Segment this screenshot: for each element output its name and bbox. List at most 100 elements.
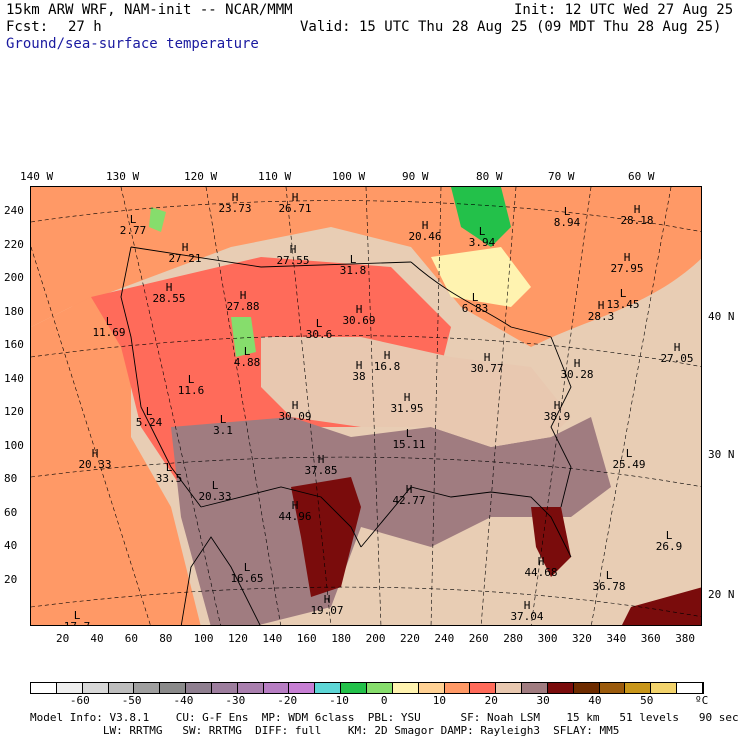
lon-label: 60 W bbox=[628, 170, 655, 183]
marker-letter: H bbox=[554, 399, 561, 412]
hl-marker-h: H38 bbox=[352, 359, 365, 383]
x-grid-label: 80 bbox=[159, 632, 173, 645]
hl-marker-h: H31.95 bbox=[390, 391, 423, 415]
marker-value: 27.95 bbox=[610, 262, 643, 275]
ontario-cool bbox=[431, 247, 531, 307]
marker-letter: L bbox=[606, 569, 613, 582]
y-grid-label: 160 bbox=[4, 338, 24, 351]
marker-value: 44.96 bbox=[278, 510, 311, 523]
hl-marker-l: L33.5 bbox=[156, 461, 183, 485]
y-grid-label: 140 bbox=[4, 371, 24, 385]
hl-marker-h: H27.95 bbox=[610, 251, 643, 275]
hl-marker-l: L8.94 bbox=[554, 205, 581, 229]
x-grid-label: 100 bbox=[193, 632, 214, 645]
marker-letter: L bbox=[212, 479, 219, 492]
color-bar-tick: -30 bbox=[225, 694, 246, 707]
marker-letter: H bbox=[624, 251, 631, 264]
marker-value: 30.28 bbox=[560, 368, 593, 381]
lat-label: 30 N bbox=[708, 448, 735, 461]
marker-value: 20.46 bbox=[408, 230, 441, 243]
central-plains bbox=[261, 337, 571, 447]
marker-letter: L bbox=[666, 529, 673, 542]
marker-value: 3.1 bbox=[213, 424, 233, 437]
marker-value: 37.85 bbox=[304, 464, 337, 477]
y-grid-label: 100 bbox=[4, 438, 24, 452]
marker-letter: L bbox=[220, 413, 227, 426]
x-grid-label: 220 bbox=[400, 632, 420, 645]
field-name: Ground/sea-surface temperature bbox=[6, 36, 259, 52]
color-bar-swatch bbox=[56, 683, 83, 693]
hl-marker-l: L31.8 bbox=[340, 253, 367, 277]
hl-marker-l: L4.88 bbox=[234, 345, 261, 369]
lon-label: 140 W bbox=[20, 170, 54, 183]
x-grid-label: 360 bbox=[640, 632, 661, 645]
lat-label: 40 N bbox=[708, 310, 735, 323]
hl-marker-h: H37.85 bbox=[304, 453, 337, 477]
hl-marker-l: L3.94 bbox=[469, 225, 496, 249]
marker-letter: H bbox=[240, 289, 247, 302]
x-grid-label: 320 bbox=[572, 632, 592, 645]
hl-marker-h: H27.88 bbox=[226, 289, 259, 313]
marker-value: 38.9 bbox=[544, 410, 571, 423]
forecast-hour: 27 h bbox=[68, 19, 102, 35]
color-bar-swatch bbox=[82, 683, 109, 693]
marker-letter: L bbox=[130, 213, 137, 226]
y-grid-label: 40 bbox=[4, 539, 18, 552]
marker-letter: L bbox=[479, 225, 486, 238]
color-bar-tick: -50 bbox=[121, 694, 142, 707]
lon-label: 80 W bbox=[476, 170, 503, 183]
hl-marker-h: H38.9 bbox=[544, 399, 571, 423]
color-bar-swatch bbox=[522, 683, 548, 693]
marker-letter: H bbox=[356, 359, 363, 372]
x-grid-label: 40 bbox=[90, 632, 104, 645]
color-bar-swatch bbox=[599, 683, 626, 693]
marker-value: 30.69 bbox=[342, 314, 375, 327]
lon-label: 120 W bbox=[184, 170, 218, 183]
x-grid-label: 20 bbox=[56, 632, 70, 645]
marker-letter: H bbox=[292, 191, 299, 204]
hl-marker-l: L2.77 bbox=[120, 213, 147, 237]
color-bar-tick: 20 bbox=[484, 694, 498, 707]
color-bar-swatch bbox=[625, 683, 652, 693]
hl-marker-l: L16.65 bbox=[230, 561, 263, 585]
hl-marker-h: H30.28 bbox=[560, 357, 593, 381]
hl-marker-l: L5.24 bbox=[136, 405, 163, 429]
color-bar-swatch bbox=[444, 683, 471, 693]
marker-letter: H bbox=[292, 399, 299, 412]
texas-hot-core bbox=[291, 477, 361, 597]
hl-marker-h: H28.55 bbox=[152, 281, 185, 305]
x-grid-label: 200 bbox=[365, 632, 386, 645]
hl-marker-h: H42.77 bbox=[392, 483, 425, 507]
color-bar-swatch bbox=[160, 683, 187, 693]
x-grid-label: 260 bbox=[468, 632, 489, 645]
color-bar-swatch bbox=[289, 683, 316, 693]
marker-letter: H bbox=[232, 191, 239, 204]
marker-value: 27.88 bbox=[226, 300, 259, 313]
hl-marker-h: H30.69 bbox=[342, 303, 375, 327]
color-bar-swatch bbox=[315, 683, 342, 693]
marker-letter: L bbox=[106, 315, 113, 328]
color-bar-swatch bbox=[496, 683, 523, 693]
hl-marker-h: H20.33 bbox=[78, 447, 111, 471]
hl-marker-l: L30.6 bbox=[306, 317, 333, 341]
marker-value: 19.07 bbox=[310, 604, 343, 617]
marker-letter: L bbox=[564, 205, 571, 218]
color-bar-swatch bbox=[263, 683, 290, 693]
marker-letter: L bbox=[472, 291, 479, 304]
x-grid-label: 380 bbox=[675, 632, 696, 645]
color-bar bbox=[30, 682, 704, 694]
marker-letter: H bbox=[574, 357, 581, 370]
marker-value: 20.33 bbox=[198, 490, 231, 503]
caribbean-hot bbox=[622, 587, 701, 625]
hl-marker-h: H16.8 bbox=[374, 349, 401, 373]
marker-value: 33.5 bbox=[156, 472, 183, 485]
lon-label: 90 W bbox=[402, 170, 429, 183]
hl-marker-h: H44.96 bbox=[278, 499, 311, 523]
hl-marker-l: L36.78 bbox=[592, 569, 625, 593]
color-bar-tick: 50 bbox=[640, 694, 654, 707]
model-info-line2: LW: RRTMG SW: RRTMG DIFF: full KM: 2D Sm… bbox=[30, 724, 620, 737]
marker-value: 28.18 bbox=[620, 214, 653, 227]
marker-letter: H bbox=[598, 299, 605, 312]
